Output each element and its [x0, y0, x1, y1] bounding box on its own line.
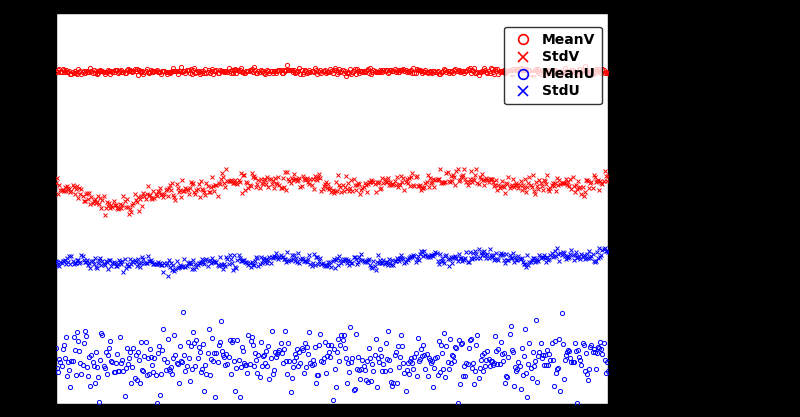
- Legend: MeanV, StdV, MeanU, StdU: MeanV, StdV, MeanU, StdU: [504, 27, 602, 105]
